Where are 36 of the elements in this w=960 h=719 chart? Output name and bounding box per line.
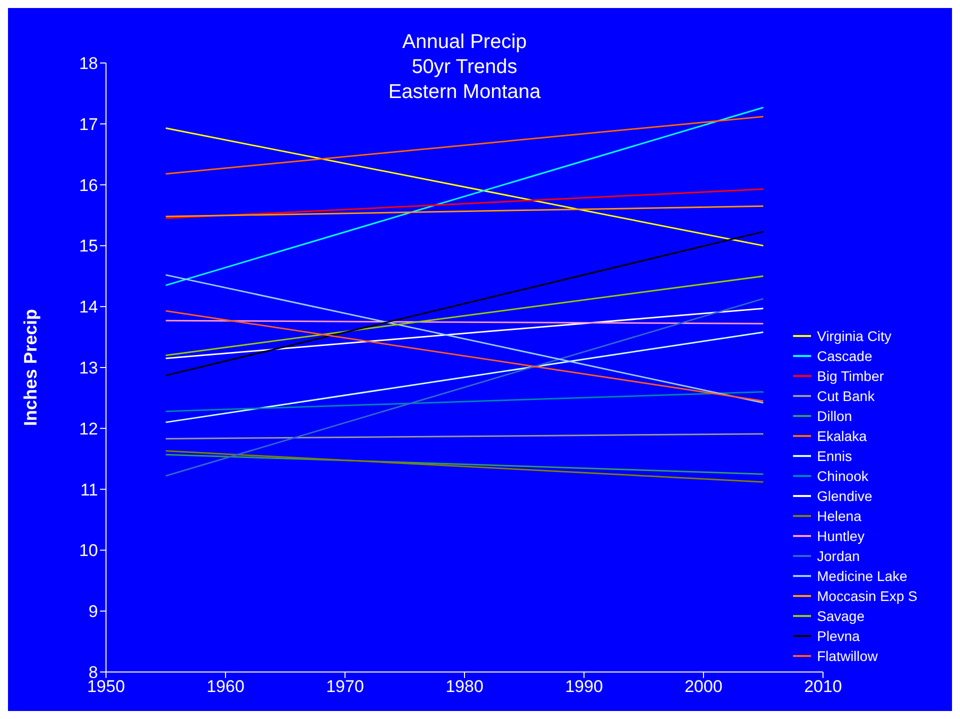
legend-label: Savage	[817, 608, 864, 624]
x-tick-label: 1960	[206, 677, 244, 696]
y-tick-label: 9	[88, 602, 98, 622]
chart-title: Annual Precip 50yr Trends Eastern Montana	[387, 30, 542, 105]
legend-label: Helena	[817, 508, 862, 524]
x-tick-label: 1970	[326, 677, 364, 696]
legend-label: Flatwillow	[817, 648, 878, 664]
y-tick-label: 18	[79, 54, 98, 74]
x-tick-label: 1990	[565, 677, 603, 696]
legend-label: Ekalaka	[817, 428, 867, 444]
legend-label: Big Timber	[817, 368, 884, 384]
y-tick-label: 17	[79, 114, 98, 134]
x-tick-label: 2010	[804, 677, 842, 696]
legend-label: Moccasin Exp S	[817, 588, 918, 604]
y-tick-label: 16	[79, 176, 98, 195]
y-tick-label: 12	[79, 419, 98, 438]
legend-label: Cut Bank	[817, 388, 875, 404]
legend-label: Plevna	[817, 628, 860, 644]
x-tick-label: 1980	[446, 677, 484, 696]
x-tick-label: 2000	[684, 677, 722, 696]
legend-label: Jordan	[817, 548, 860, 564]
y-tick-label: 11	[80, 480, 98, 500]
y-tick-label: 14	[79, 298, 98, 317]
y-tick-label: 13	[79, 358, 98, 378]
legend-label: Glendive	[817, 488, 872, 504]
legend-label: Virginia City	[817, 328, 892, 344]
legend-label: Chinook	[817, 468, 868, 484]
legend-label: Ennis	[817, 448, 852, 464]
legend-label: Huntley	[817, 528, 864, 544]
y-tick-label: 15	[79, 236, 98, 256]
y-axis-title: Inches Precip	[20, 308, 40, 426]
legend-label: Dillon	[817, 408, 852, 424]
legend-label: Cascade	[817, 348, 872, 364]
y-tick-label: 10	[79, 541, 98, 560]
x-tick-label: 1950	[87, 677, 125, 696]
legend-label: Medicine Lake	[817, 568, 908, 584]
